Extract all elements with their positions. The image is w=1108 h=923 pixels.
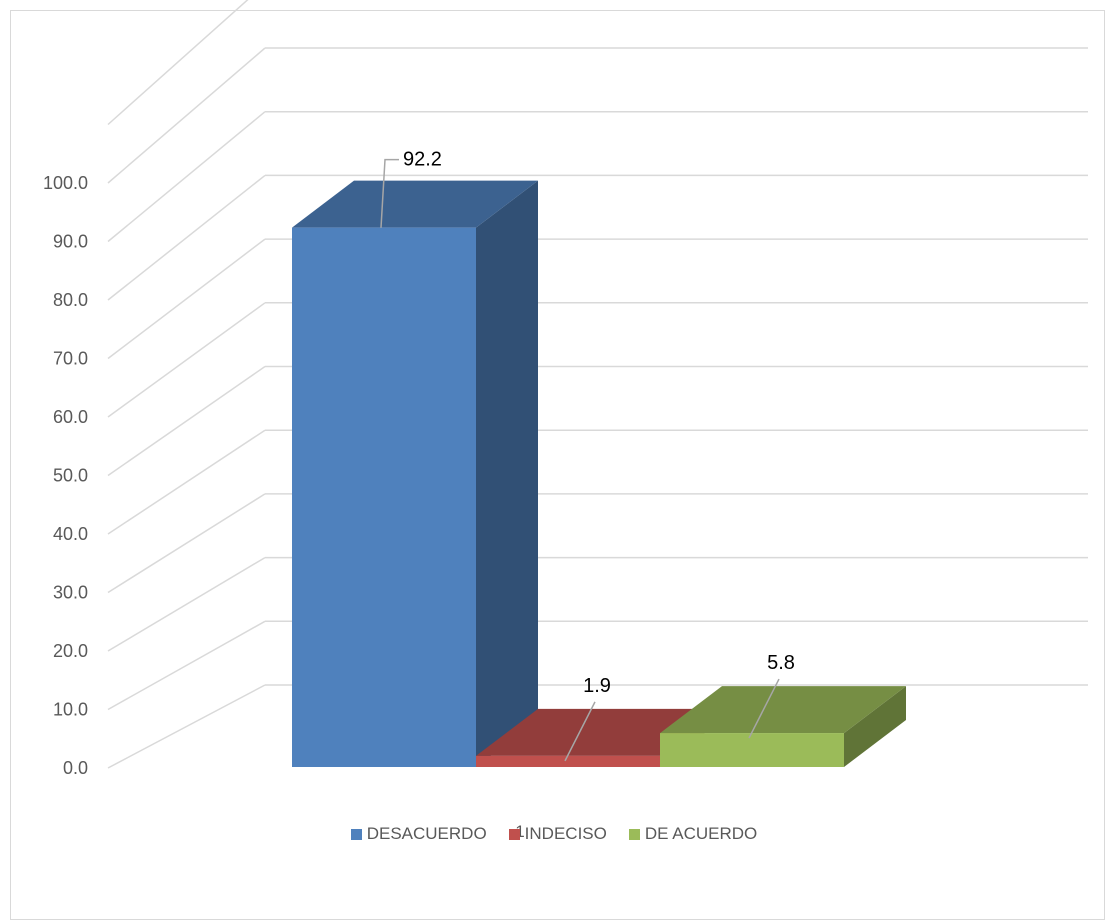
y-tick-label: 50.0 — [53, 466, 88, 486]
legend-label-indeciso: INDECISO — [524, 824, 607, 843]
bar-front-face — [292, 227, 476, 767]
bar-top-face — [292, 180, 538, 228]
y-axis-ticks: 0.0 10.0 20.0 30.0 40.0 50.0 60.0 70.0 80.0 90.0 1… — [43, 173, 88, 778]
data-label: 92.2 — [403, 149, 442, 171]
gridline-depth — [107, 493, 266, 594]
leader-line — [748, 678, 780, 739]
y-tick-label: 70.0 — [53, 349, 88, 369]
gridline-depth — [107, 365, 266, 477]
legend-item-de-acuerdo: DE ACUERDO — [628, 824, 758, 844]
bar-de-acuerdo — [660, 686, 906, 767]
y-tick-label: 0.0 — [63, 758, 88, 778]
data-label: 5.8 — [767, 652, 795, 674]
gridline-depth — [107, 174, 266, 301]
y-tick-label: 40.0 — [53, 524, 88, 544]
gridline-depth — [107, 0, 249, 126]
legend: DESACUERDO INDECISO DE ACUERDO — [0, 822, 1108, 846]
grid-layer — [107, 0, 1088, 769]
y-tick-label: 90.0 — [53, 232, 88, 252]
y-tick-label: 80.0 — [53, 290, 88, 310]
data-labels-layer: 92.2 1.9 5.8 — [380, 149, 795, 762]
bar-front-face — [476, 755, 660, 767]
gridline-depth — [107, 620, 266, 711]
gridline-depth — [107, 429, 266, 535]
legend-swatch-desacuerdo — [350, 828, 362, 840]
category-label: 1 — [515, 822, 524, 841]
legend-swatch-de-acuerdo — [628, 828, 640, 840]
legend-label-desacuerdo: DESACUERDO — [366, 824, 487, 843]
y-tick-label: 20.0 — [53, 641, 88, 661]
gridline-depth — [107, 238, 266, 360]
legend-item-desacuerdo: DESACUERDO — [350, 824, 487, 844]
y-tick-label: 100.0 — [43, 173, 88, 193]
leader-line — [564, 701, 596, 762]
bar-front-face — [660, 733, 844, 767]
gridline-depth — [107, 47, 266, 184]
data-label: 1.9 — [583, 675, 611, 697]
bar-desacuerdo — [292, 180, 538, 767]
bar-top-face — [660, 686, 906, 734]
chart-frame — [10, 10, 1105, 920]
bars-layer — [292, 180, 906, 767]
gridline-depth — [107, 111, 266, 243]
gridline-depth — [107, 684, 266, 769]
y-tick-label: 60.0 — [53, 407, 88, 427]
leader-line — [380, 158, 399, 228]
gridline-depth — [107, 302, 266, 418]
y-tick-label: 30.0 — [53, 583, 88, 603]
gridline-depth — [107, 556, 266, 652]
y-tick-label: 10.0 — [53, 700, 88, 720]
bar-side-face — [844, 686, 906, 767]
bar-side-face — [476, 180, 538, 767]
legend-item-indeciso: INDECISO — [508, 824, 607, 844]
legend-label-de-acuerdo: DE ACUERDO — [644, 824, 758, 843]
legend-swatch-indeciso — [508, 828, 520, 840]
